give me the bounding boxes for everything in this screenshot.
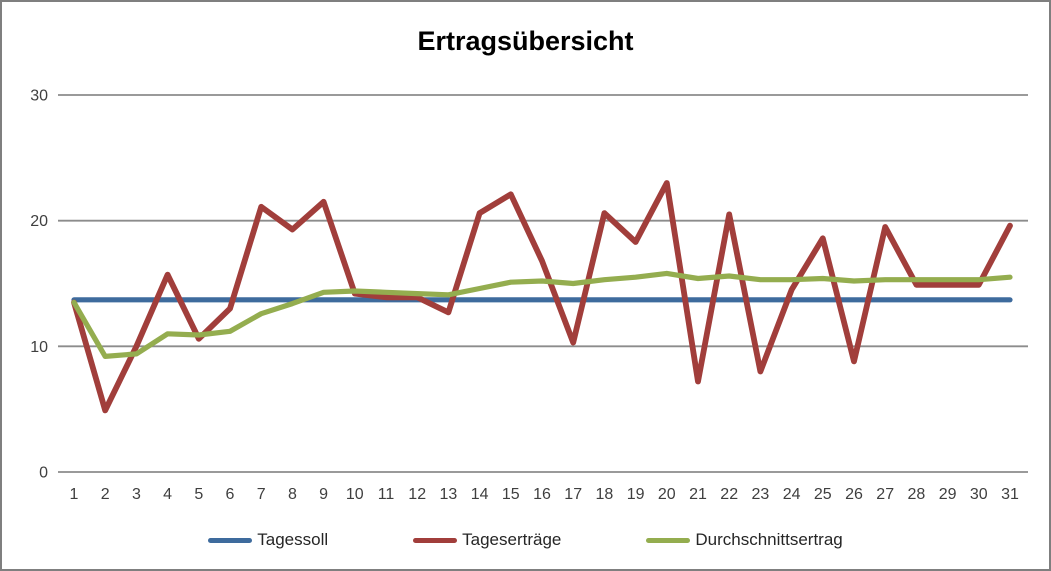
legend-swatch-durchschnittsertrag (646, 537, 691, 543)
x-axis-tick-label: 6 (226, 486, 235, 503)
y-axis-tick-label: 10 (30, 339, 48, 356)
x-axis-tick-label: 11 (378, 486, 395, 503)
x-axis-tick-label: 25 (814, 486, 832, 503)
legend-item-durchschnittsertrag: Durchschnittsertrag (646, 530, 843, 550)
x-axis-tick-label: 9 (319, 486, 328, 503)
x-axis-tick-label: 10 (346, 486, 364, 503)
x-axis-tick-label: 22 (720, 486, 738, 503)
x-axis-tick-label: 24 (783, 486, 801, 503)
x-axis-tick-label: 31 (1001, 486, 1019, 503)
x-axis-tick-label: 16 (533, 486, 551, 503)
legend-item-tagessoll: Tagessoll (208, 530, 328, 550)
x-axis-tick-label: 23 (752, 486, 770, 503)
y-axis-tick-label: 20 (30, 213, 48, 230)
x-axis-tick-label: 18 (596, 486, 614, 503)
chart-legend: Tagessoll Tageserträge Durchschnittsertr… (2, 530, 1049, 550)
x-axis-tick-label: 29 (939, 486, 957, 503)
legend-swatch-tagesertraege (413, 537, 458, 543)
x-axis-tick-label: 13 (440, 486, 458, 503)
legend-item-tagesertraege: Tageserträge (413, 530, 561, 550)
y-axis-tick-label: 30 (30, 88, 48, 105)
x-axis-tick-label: 4 (163, 486, 172, 503)
legend-label-durchschnittsertrag: Durchschnittsertrag (695, 530, 843, 549)
x-axis-tick-label: 20 (658, 486, 676, 503)
x-axis-tick-label: 14 (471, 486, 489, 503)
x-axis-tick-label: 7 (257, 486, 266, 503)
x-axis-tick-label: 26 (845, 486, 863, 503)
x-axis-tick-label: 28 (908, 486, 926, 503)
x-axis-tick-label: 30 (970, 486, 988, 503)
legend-label-tagesertraege: Tageserträge (462, 530, 562, 549)
x-axis-tick-label: 27 (876, 486, 894, 503)
x-axis-tick-label: 5 (194, 486, 203, 503)
legend-label-tagessoll: Tagessoll (257, 530, 329, 549)
x-axis-tick-label: 12 (408, 486, 426, 503)
series-line-durchschnittsertrag (71, 270, 1013, 359)
legend-swatch-tagessoll (208, 537, 253, 543)
series-line-tagesertraege (71, 180, 1013, 414)
x-axis-tick-label: 3 (132, 486, 141, 503)
x-axis-tick-label: 17 (564, 486, 582, 503)
chart-title: Ertragsübersicht (417, 26, 634, 56)
x-axis-tick-label: 1 (70, 486, 79, 503)
x-axis-tick-label: 8 (288, 486, 297, 503)
x-axis-tick-label: 21 (689, 486, 707, 503)
x-axis-tick-label: 2 (101, 486, 110, 503)
x-axis-tick-label: 15 (502, 486, 520, 503)
y-axis-tick-label: 0 (39, 465, 48, 482)
x-axis-tick-label: 19 (627, 486, 645, 503)
